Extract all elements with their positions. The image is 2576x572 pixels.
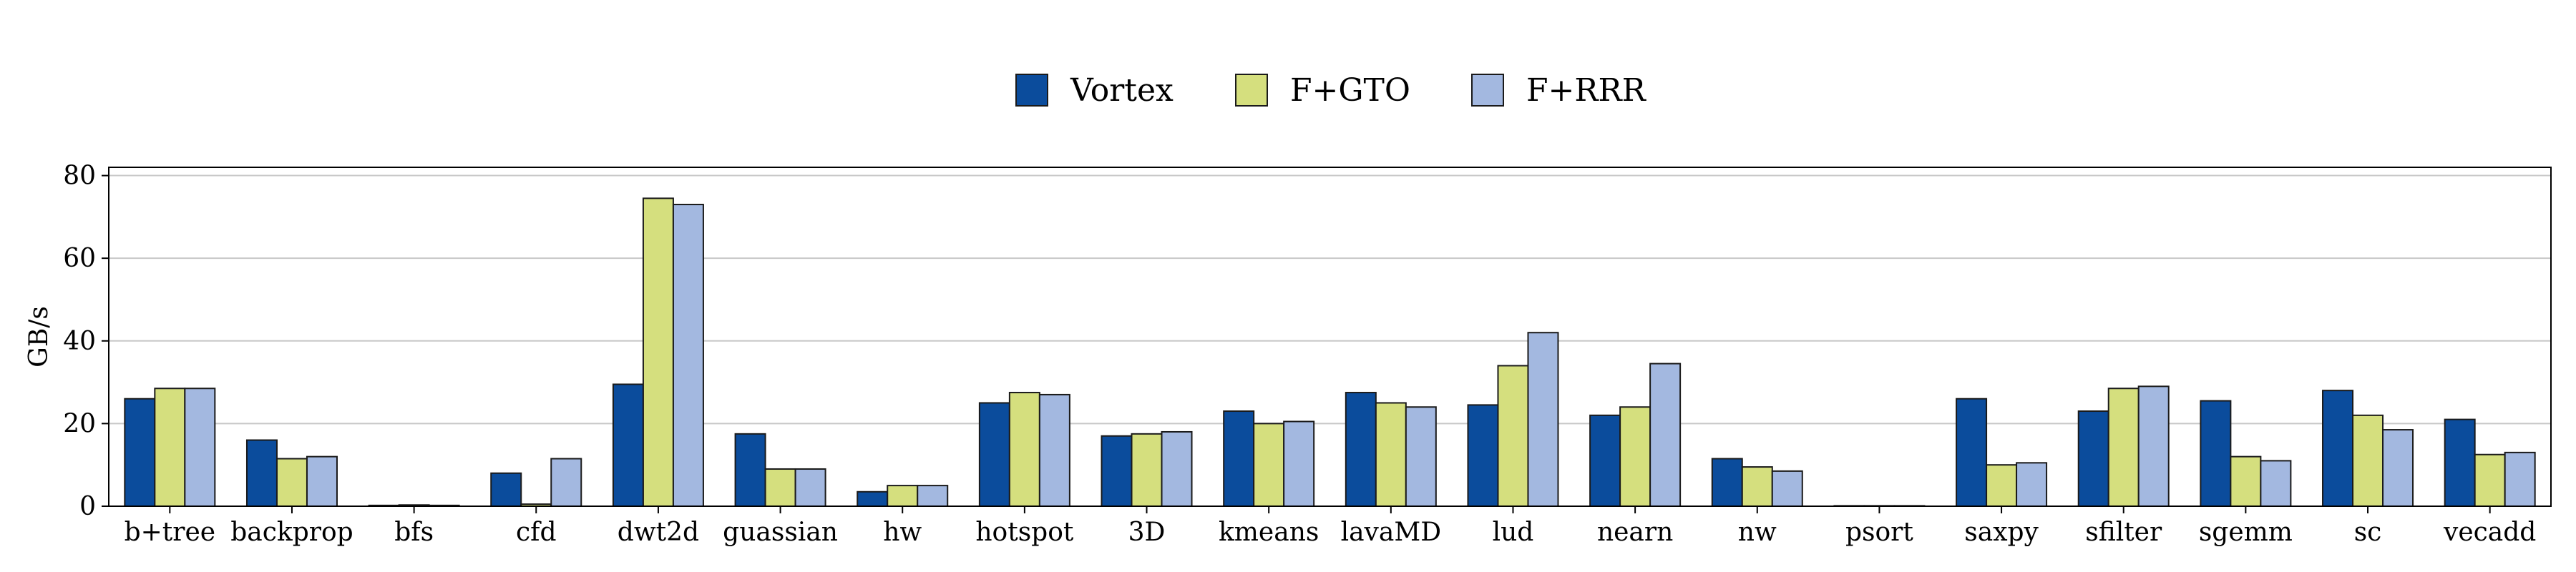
bar-f-gto-sc <box>2352 414 2384 508</box>
bar-f-rrr-backprop <box>306 455 338 508</box>
bar-f-rrr-lud <box>1527 332 1559 507</box>
bar-vortex-guassian <box>734 433 766 508</box>
bar-f-rrr-vecadd <box>2504 451 2536 507</box>
bar-f-rrr-kmeans <box>1283 420 1315 507</box>
x-tick-label: 3D <box>1128 518 1166 547</box>
bar-vortex-3d <box>1101 435 1133 507</box>
bar-f-gto-hotspot <box>1008 392 1040 507</box>
bar-f-gto-3d <box>1131 433 1163 508</box>
y-axis: 0 20 40 60 80 <box>63 162 109 521</box>
x-tick-label: vecadd <box>2443 518 2536 547</box>
x-tick-label: cfd <box>516 518 557 547</box>
legend-item: F+GTO <box>1235 72 1410 109</box>
y-tick-label: 20 <box>63 409 96 438</box>
bar-f-rrr-dwt2d <box>672 204 704 507</box>
y-tick-label: 0 <box>79 492 96 521</box>
bar-f-rrr-hotspot <box>1038 393 1070 507</box>
bar-f-gto-vecadd <box>2474 453 2506 507</box>
x-tick-label: sgemm <box>2199 518 2293 547</box>
bar-f-gto-backprop <box>275 458 308 508</box>
bar-f-gto-hw <box>887 485 919 507</box>
bar-f-gto-saxpy <box>1986 464 2018 508</box>
legend: Vortex F+GTO F+RRR <box>1015 72 1647 109</box>
bar-f-rrr-sc <box>2382 429 2414 507</box>
bar-vortex-sgemm <box>2200 400 2232 507</box>
legend-item: Vortex <box>1015 72 1174 109</box>
plot-area-frame <box>108 167 2552 507</box>
bar-vortex-lavamd <box>1345 392 1377 507</box>
y-tick-label: 80 <box>63 162 96 191</box>
bar-f-rrr-3d <box>1161 430 1193 508</box>
bar-f-rrr-nearn <box>1649 363 1682 508</box>
bar-vortex-b-tree <box>124 398 156 508</box>
bar-vortex-sfilter <box>2077 410 2109 507</box>
bar-vortex-nearn <box>1589 414 1621 508</box>
bar-vortex-saxpy <box>1956 398 1988 508</box>
x-tick-label: bfs <box>394 518 434 547</box>
bar-f-rrr-cfd <box>550 458 582 508</box>
bar-f-rrr-sfilter <box>2137 385 2170 507</box>
x-tick-label: lud <box>1493 518 1534 547</box>
x-tick-label: hw <box>883 518 922 547</box>
bar-f-gto-kmeans <box>1253 423 1285 508</box>
bar-vortex-sc <box>2322 390 2354 508</box>
bars <box>124 197 2536 508</box>
bar-vortex-backprop <box>245 439 278 508</box>
bar-f-rrr-saxpy <box>2016 462 2048 507</box>
x-tick-label: nearn <box>1597 518 1673 547</box>
bar-f-gto-nw <box>1741 466 1773 508</box>
bar-f-gto-sfilter <box>2107 388 2140 507</box>
legend-swatch <box>1235 74 1268 107</box>
grid-lines <box>109 174 2551 425</box>
legend-label: Vortex <box>1070 72 1174 109</box>
x-tick-label: sc <box>2354 518 2382 547</box>
legend-swatch <box>1471 74 1504 107</box>
bar-vortex-cfd <box>490 472 522 508</box>
bar-vortex-nw <box>1711 458 1743 508</box>
bar-f-rrr-guassian <box>794 468 826 507</box>
x-tick-label: psort <box>1845 518 1913 547</box>
x-tick-label: nw <box>1738 518 1777 547</box>
x-tick-label: backprop <box>230 518 353 547</box>
bar-f-rrr-sgemm <box>2260 460 2292 507</box>
legend-item: F+RRR <box>1471 72 1647 109</box>
bar-vortex-dwt2d <box>612 383 644 507</box>
bar-f-rrr-hw <box>917 485 949 507</box>
x-axis: b+tree backprop bfs cfd dwt2d guassian hw hotsp… <box>125 506 2536 547</box>
bar-f-gto-guassian <box>764 468 796 507</box>
x-tick-label: b+tree <box>125 518 216 547</box>
x-tick-label: dwt2d <box>618 518 699 547</box>
bar-f-gto-b-tree <box>154 388 186 507</box>
bar-vortex-hw <box>857 490 889 508</box>
bar-f-gto-sgemm <box>2230 455 2262 508</box>
bar-vortex-kmeans <box>1223 410 1255 507</box>
bar-f-gto-nearn <box>1619 406 1652 508</box>
y-tick-label: 60 <box>63 244 96 273</box>
bar-f-gto-lud <box>1497 365 1529 507</box>
legend-swatch <box>1015 74 1048 107</box>
x-tick-label: guassian <box>723 518 838 547</box>
x-tick-label: kmeans <box>1219 518 1319 547</box>
x-tick-label: sfilter <box>2085 518 2162 547</box>
x-tick-label: saxpy <box>1964 518 2039 547</box>
x-tick-label: lavaMD <box>1341 518 1442 547</box>
bar-f-gto-lavamd <box>1375 402 1407 507</box>
bar-f-rrr-lavamd <box>1405 406 1437 508</box>
legend-label: F+RRR <box>1526 72 1647 109</box>
y-tick-label: 40 <box>63 327 96 356</box>
bar-f-rrr-nw <box>1771 470 1803 507</box>
legend-label: F+GTO <box>1290 72 1410 109</box>
bar-f-rrr-b-tree <box>184 388 216 507</box>
bar-f-gto-dwt2d <box>642 197 674 507</box>
y-axis-label: GB/s <box>24 306 54 368</box>
bar-vortex-hotspot <box>978 402 1010 507</box>
bar-vortex-vecadd <box>2444 418 2476 507</box>
x-tick-label: hotspot <box>975 518 1074 547</box>
bar-vortex-lud <box>1467 404 1499 507</box>
